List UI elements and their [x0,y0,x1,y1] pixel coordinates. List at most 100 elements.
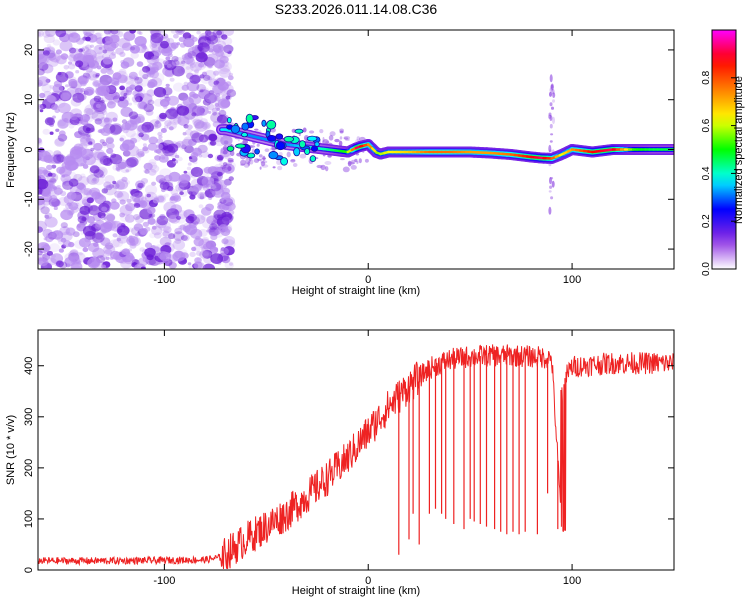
snr-series-line [38,344,674,570]
noise-speckle [68,78,78,87]
noise-speckle [227,75,234,81]
noise-speckle [42,258,48,263]
noise-speckle [278,152,283,157]
y-tick-label: 0 [23,146,35,152]
noise-speckle [58,130,66,137]
noise-speckle [119,204,133,216]
noise-speckle [187,116,192,120]
noise-speckle [208,227,219,237]
noise-speckle [52,154,65,164]
colorbar-tick-label: 0.4 [701,166,712,180]
noise-speckle [135,84,142,91]
signal-blob [304,147,311,155]
noise-speckle [343,137,349,140]
noise-speckle [120,223,126,228]
noise-speckle [106,142,115,150]
noise-speckle [38,178,49,190]
noise-speckle [153,87,167,98]
noise-speckle [350,159,356,165]
noise-speckle [257,158,262,161]
noise-speckle [181,138,193,148]
noise-speckle [340,158,345,161]
noise-speckle [186,124,193,130]
noise-speckle [103,220,116,232]
noise-speckle [220,164,226,169]
noise-speckle [79,133,86,140]
noise-speckle [38,138,43,145]
noise-speckle [204,70,216,80]
signal-blob [226,145,235,152]
noise-speckle [322,139,329,145]
noise-speckle [95,219,105,228]
noise-speckle [144,247,156,258]
noise-speckle [159,251,172,262]
noise-speckle [82,123,95,134]
noise-speckle [86,134,91,138]
noise-speckle [339,136,343,140]
noise-speckle [135,95,143,103]
noise-speckle [109,154,123,165]
noise-speckle [200,215,207,221]
noise-speckle [45,30,56,37]
noise-speckle [122,128,129,134]
noise-speckle [213,84,226,96]
noise-speckle [57,102,71,114]
noise-speckle [47,52,57,61]
noise-speckle [154,123,159,127]
noise-speckle [68,63,76,70]
noise-speckle [223,145,228,151]
noise-speckle [94,223,102,230]
noise-speckle [262,155,266,161]
noise-speckle [172,239,186,251]
noise-speckle [181,84,189,91]
noise-speckle [83,49,97,61]
noise-speckle [49,195,58,202]
colorbar-scale [711,29,737,270]
noise-speckle [159,195,165,201]
noise-speckle [160,128,167,133]
noise-speckle [215,105,220,110]
noise-speckle [197,192,207,200]
noise-speckle [140,266,146,269]
noise-speckle [111,220,117,225]
noise-speckle [549,140,553,143]
noise-speckle [109,123,123,135]
noise-speckle [71,264,81,269]
noise-speckle [128,111,139,120]
noise-speckle [146,70,155,78]
noise-speckle [57,119,67,127]
signal-blob [266,119,277,130]
noise-speckle [55,260,64,268]
noise-speckle [39,92,46,98]
noise-speckle [197,42,210,53]
noise-speckle [121,42,133,51]
noise-speckle [192,93,199,99]
noise-speckle [46,44,52,48]
noise-speckle [548,206,552,215]
noise-speckle [200,207,212,216]
noise-speckle [53,150,62,157]
noise-speckle [219,162,224,166]
noise-speckle [142,143,147,147]
noise-speckle [82,247,89,253]
noise-speckle [342,166,350,173]
noise-speckle [106,101,116,109]
noise-speckle [364,158,369,163]
noise-speckle [111,41,119,49]
signal-blob [241,132,248,138]
noise-speckle [43,248,50,253]
noise-speckle [225,48,230,53]
noise-speckle [168,214,178,223]
noise-speckle [123,92,128,96]
noise-speckle [44,212,53,220]
noise-speckle [116,159,127,169]
noise-speckle [126,120,139,130]
noise-speckle [150,32,164,44]
noise-speckle [171,55,179,62]
noise-speckle [157,131,163,137]
noise-speckle [79,37,86,43]
noise-speckle [200,150,209,158]
noise-speckle [84,104,98,115]
noise-speckle [199,140,204,145]
